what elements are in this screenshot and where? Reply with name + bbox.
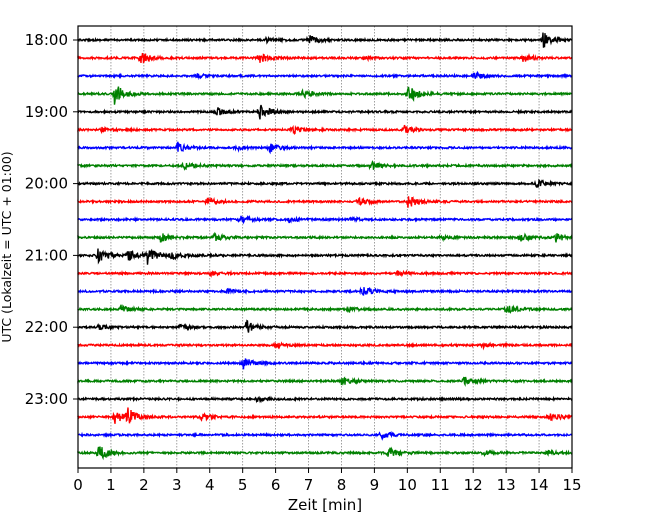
plot-frame	[77, 25, 573, 469]
trace-2000	[77, 178, 573, 188]
trace-1945	[77, 160, 573, 171]
trace-2300	[77, 395, 573, 404]
trace-1800	[77, 32, 573, 48]
x-axis-label: Zeit [min]	[288, 496, 362, 514]
y-tick-label: 20:00	[25, 175, 68, 193]
trace-2215	[77, 341, 573, 351]
y-tick-label: 19:00	[25, 103, 68, 121]
trace-1915	[77, 124, 573, 135]
trace-1900	[77, 104, 573, 120]
trace-2100	[77, 248, 573, 265]
trace-2145	[77, 304, 573, 314]
trace-2315	[77, 407, 573, 424]
trace-2015	[77, 195, 573, 208]
trace-2230	[77, 358, 573, 370]
y-tick-label: 21:00	[25, 246, 68, 264]
trace-1815	[77, 52, 573, 64]
x-tick-label: 14	[530, 476, 549, 494]
x-tick-label: 5	[238, 476, 248, 494]
trace-2245	[77, 376, 573, 388]
x-tick-label: 12	[464, 476, 483, 494]
x-tick-label: 8	[337, 476, 347, 494]
trace-2330	[77, 430, 573, 441]
trace-1830	[77, 70, 573, 81]
x-tick-label: 1	[106, 476, 116, 494]
y-tick-label: 18:00	[25, 31, 68, 49]
trace-2115	[77, 269, 573, 278]
trace-1845	[77, 86, 573, 105]
x-tick-label: 2	[139, 476, 149, 494]
y-axis: 18:00 19:00 20:00 21:00 22:00 23:00	[25, 31, 78, 408]
x-tick-label: 15	[562, 476, 581, 494]
trace-2345	[77, 446, 573, 461]
y-axis-label: UTC (Lokalzeit = UTC + 01:00)	[0, 151, 14, 342]
trace-1930	[77, 141, 573, 155]
x-tick-label: 10	[398, 476, 417, 494]
y-tick-label: 22:00	[25, 318, 68, 336]
x-tick-label: 3	[172, 476, 182, 494]
x-axis: 0 1 2 3 4 5 6 7 8 9 10 11 12 13 14 15	[73, 468, 582, 494]
trace-2030	[77, 214, 573, 225]
x-tick-label: 0	[73, 476, 83, 494]
y-tick-label: 23:00	[25, 390, 68, 408]
x-tick-label: 11	[431, 476, 450, 494]
trace-2045	[77, 231, 573, 243]
x-tick-label: 7	[304, 476, 314, 494]
x-tick-label: 9	[370, 476, 380, 494]
trace-2200	[77, 319, 573, 333]
traces	[77, 32, 573, 461]
x-tick-label: 6	[271, 476, 281, 494]
x-tick-label: 13	[497, 476, 516, 494]
x-tick-label: 4	[205, 476, 215, 494]
trace-2130	[77, 286, 573, 296]
